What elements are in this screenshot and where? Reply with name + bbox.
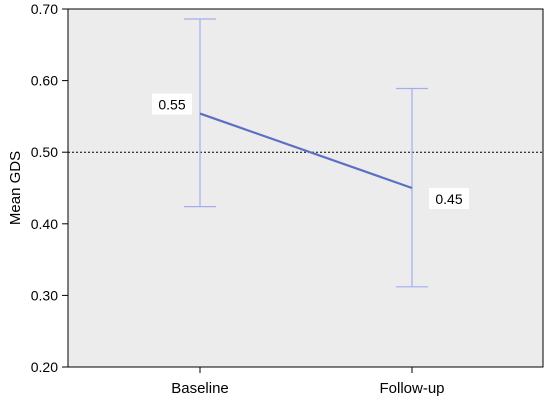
x-tick-label: Baseline — [171, 380, 229, 397]
y-tick-label: 0.20 — [31, 359, 58, 375]
x-tick-label: Follow-up — [379, 380, 444, 397]
series-line — [199, 112, 413, 190]
data-label-box — [429, 188, 469, 209]
x-axis-ticks: Baseline Follow-up — [171, 367, 445, 397]
data-label-box — [152, 93, 192, 115]
y-tick-label: 0.30 — [31, 287, 58, 303]
y-axis-ticks: 0.70 0.60 0.50 0.40 0.30 0.20 — [31, 1, 68, 375]
y-axis-label: Mean GDS — [7, 151, 24, 225]
series-group — [199, 112, 413, 190]
y-tick-label: 0.40 — [31, 216, 58, 232]
data-label: 0.55 — [158, 97, 185, 113]
data-labels: 0.55 0.45 — [152, 93, 469, 209]
data-label: 0.45 — [435, 191, 462, 207]
plot-area — [67, 8, 544, 368]
y-tick-label: 0.50 — [31, 144, 58, 160]
y-tick-label: 0.70 — [31, 1, 58, 17]
y-tick-label: 0.60 — [31, 73, 58, 89]
